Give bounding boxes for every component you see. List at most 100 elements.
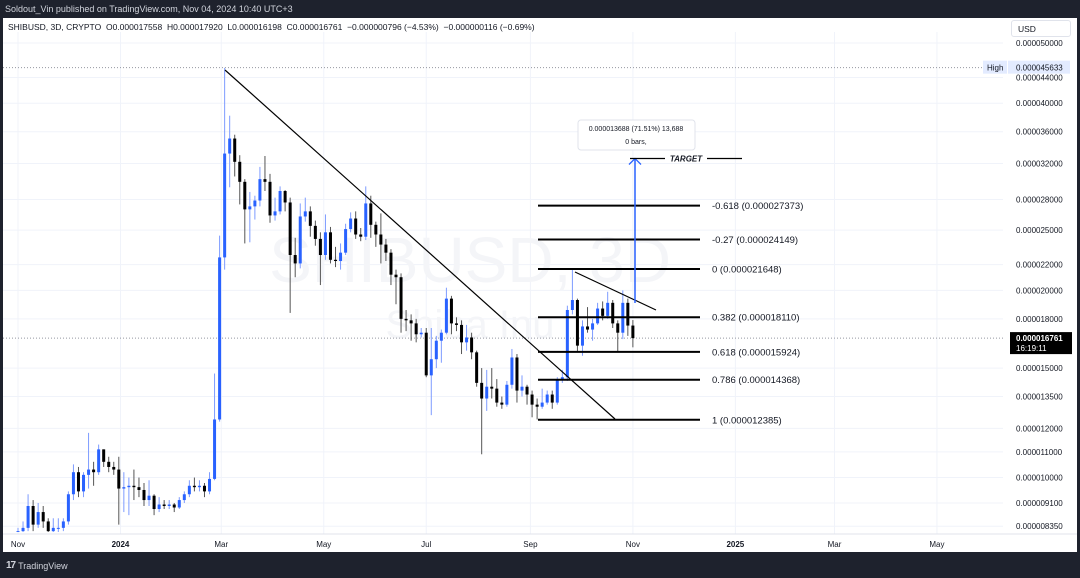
candle-body bbox=[449, 298, 453, 324]
candle bbox=[434, 335, 438, 369]
candle-body bbox=[152, 495, 156, 510]
candle-body bbox=[278, 191, 282, 212]
candle-body bbox=[223, 153, 227, 258]
price-tick-label: 0.000008350 bbox=[1016, 522, 1063, 531]
price-tick-label: 0.000040000 bbox=[1016, 99, 1063, 108]
candle bbox=[449, 295, 453, 335]
candle-body bbox=[374, 224, 378, 235]
candle bbox=[480, 368, 484, 455]
target-label: TARGET bbox=[670, 154, 703, 163]
candle-body bbox=[61, 521, 65, 528]
measure-tooltip: 0.000013688 (71.51%) 13,688 0 bars, bbox=[577, 119, 696, 151]
candles bbox=[16, 67, 635, 532]
candle-body bbox=[359, 234, 363, 237]
candle bbox=[142, 483, 146, 506]
candle-body bbox=[364, 203, 368, 237]
candle bbox=[162, 500, 166, 510]
candle-body bbox=[56, 527, 60, 529]
candle-body bbox=[253, 200, 257, 207]
candle bbox=[61, 518, 65, 532]
legend-symbol[interactable]: SHIBUSD, 3D, CRYPTO bbox=[8, 22, 102, 32]
candle-body bbox=[187, 485, 191, 495]
time-axis: Nov 2024 Mar May Jul Sep Nov 2025 Mar May bbox=[3, 533, 1077, 549]
candle-body bbox=[177, 500, 181, 508]
candle-body bbox=[328, 232, 332, 260]
legend-open: O0.000017558 bbox=[105, 22, 163, 32]
candle bbox=[409, 314, 413, 341]
measure-line1: 0.000013688 (71.51%) 13,688 bbox=[589, 126, 684, 133]
price-tick-label: 0.000044000 bbox=[1016, 74, 1063, 83]
time-tick-label: Nov bbox=[11, 540, 25, 549]
time-tick-label: Nov bbox=[626, 540, 640, 549]
price-axis-bg[interactable] bbox=[1005, 32, 1077, 534]
candle bbox=[122, 472, 126, 513]
candle bbox=[334, 246, 338, 268]
measure-line2: 0 bars, bbox=[625, 139, 646, 146]
candle bbox=[157, 497, 161, 513]
candle-body bbox=[580, 326, 584, 346]
candle-body bbox=[409, 320, 413, 324]
candle bbox=[323, 214, 327, 260]
candle bbox=[611, 300, 615, 328]
price-tick-label: 0.000011000 bbox=[1016, 448, 1063, 457]
candle bbox=[414, 318, 418, 343]
candle bbox=[243, 179, 247, 244]
candle-body bbox=[490, 386, 494, 389]
candle bbox=[308, 206, 312, 237]
publish-header: Soldout_Vin published on TradingView.com… bbox=[0, 0, 1080, 18]
candle bbox=[384, 238, 388, 262]
candle-body bbox=[82, 474, 86, 492]
candle bbox=[26, 494, 30, 532]
candle-body bbox=[475, 352, 479, 383]
candle bbox=[389, 249, 393, 286]
grid-lines bbox=[3, 32, 1003, 534]
chart-pane[interactable] bbox=[3, 18, 1077, 552]
candle-body bbox=[555, 379, 559, 403]
candle bbox=[424, 327, 428, 378]
candle-body bbox=[76, 472, 80, 492]
candle-body bbox=[263, 179, 267, 182]
candle-body bbox=[172, 504, 176, 508]
candle-body bbox=[268, 181, 272, 216]
candle bbox=[439, 329, 443, 363]
candle bbox=[248, 191, 252, 243]
candle bbox=[31, 500, 35, 532]
candle-body bbox=[510, 357, 514, 385]
currency-button[interactable]: USD bbox=[1011, 20, 1071, 37]
candle bbox=[187, 480, 191, 498]
candle-body bbox=[16, 531, 20, 532]
candle bbox=[283, 190, 287, 212]
candle bbox=[354, 211, 358, 239]
flag-trendline[interactable] bbox=[574, 271, 657, 311]
legend-low: L0.000016198 bbox=[227, 22, 282, 32]
candle bbox=[71, 464, 75, 501]
candle-body bbox=[51, 527, 55, 532]
candle-body bbox=[434, 340, 438, 360]
candle-body bbox=[500, 402, 504, 405]
candle bbox=[258, 166, 262, 207]
candle-body bbox=[454, 323, 458, 325]
candle bbox=[112, 461, 116, 475]
candle-body bbox=[465, 337, 469, 343]
candle-body bbox=[313, 225, 317, 239]
candle bbox=[182, 491, 186, 504]
high-badge-label: High bbox=[987, 64, 1003, 73]
candle bbox=[87, 432, 91, 489]
tradingview-logo[interactable]: 17 TradingView bbox=[6, 560, 68, 571]
candle-body bbox=[369, 203, 373, 225]
candle bbox=[117, 456, 121, 525]
candle-body bbox=[308, 211, 312, 226]
candle bbox=[520, 375, 524, 397]
candle-body bbox=[575, 300, 579, 346]
candle bbox=[379, 213, 383, 264]
candle-body bbox=[202, 485, 206, 492]
descending-trendline[interactable] bbox=[224, 69, 616, 420]
candle bbox=[606, 291, 610, 319]
brand-name: TradingView bbox=[18, 560, 68, 571]
candle bbox=[470, 332, 474, 360]
candle-body bbox=[414, 323, 418, 335]
candle bbox=[66, 491, 70, 525]
fib-level-label: 1 (0.000012385) bbox=[712, 415, 782, 426]
candle-body bbox=[192, 485, 196, 488]
